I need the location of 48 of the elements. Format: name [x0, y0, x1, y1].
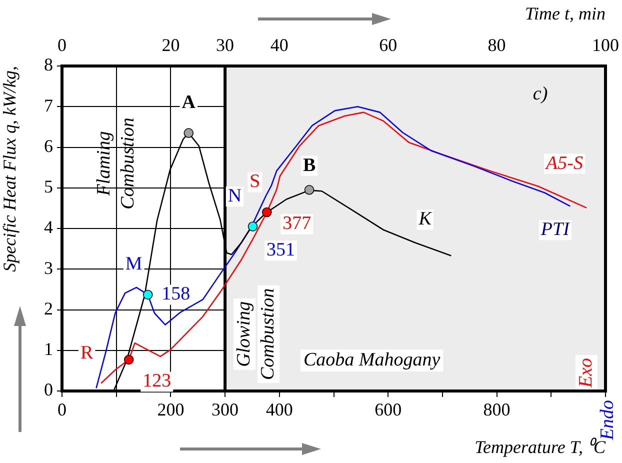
point [184, 128, 194, 138]
point [124, 354, 134, 365]
x2-tick-label: 60 [379, 34, 398, 55]
annotation: B [302, 154, 316, 176]
annotation: S [250, 171, 260, 192]
point [142, 290, 153, 300]
series-label: A5-S [544, 152, 584, 174]
x-tick-label: 800 [483, 400, 510, 420]
series-label: K [418, 208, 433, 230]
y-tick-label: 0 [44, 380, 53, 400]
x-tick-label: 200 [157, 400, 184, 420]
series-label: PTI [540, 219, 572, 240]
annotation: N [228, 185, 242, 206]
x-tick-label: 400 [266, 400, 293, 420]
y-tick-label: 1 [44, 339, 53, 360]
y-tick-label: 6 [44, 136, 53, 156]
annotation: Glowing Combustion [234, 288, 279, 380]
x-tick-label: 300 [212, 400, 239, 420]
y-tick-label: 4 [44, 217, 53, 238]
annotation: R [80, 342, 94, 364]
y-tick-label: 8 [44, 54, 53, 75]
point [304, 185, 314, 195]
x2-tick-label: 0 [58, 34, 66, 55]
annotation: 158 [162, 284, 190, 305]
annotation: Exo [575, 358, 596, 388]
annotation: M [125, 254, 142, 275]
annotation: A [182, 92, 196, 113]
y-tick-label: 7 [44, 95, 53, 116]
annotation: 377 [282, 213, 312, 234]
point [248, 222, 258, 232]
annotation: 123 [142, 370, 172, 392]
annotation: 351 [266, 239, 296, 260]
point [262, 207, 272, 218]
x2-tick-label: 30 [216, 34, 234, 55]
x2-tick-label: 40 [270, 34, 288, 55]
x-tick-label: 0 [58, 400, 66, 420]
x-tick-label: 600 [374, 400, 402, 420]
y-tick-label: 2 [44, 298, 53, 318]
annotation: Flaming Combustion [93, 118, 138, 210]
y-axis-title: Specific Heat Flux q, kW/kg, [0, 66, 20, 272]
x2-tick-label: 80 [488, 34, 506, 55]
x2-tick-label: 20 [162, 34, 180, 55]
annotation: c) [532, 83, 548, 104]
y-tick-label: 3 [44, 258, 53, 278]
annotation: Caoba Mahogany [303, 350, 441, 371]
x2-axis-title: Time t, min [524, 4, 606, 24]
y-tick-label: 5 [44, 176, 53, 197]
x2-tick-label: 100 [592, 34, 619, 55]
